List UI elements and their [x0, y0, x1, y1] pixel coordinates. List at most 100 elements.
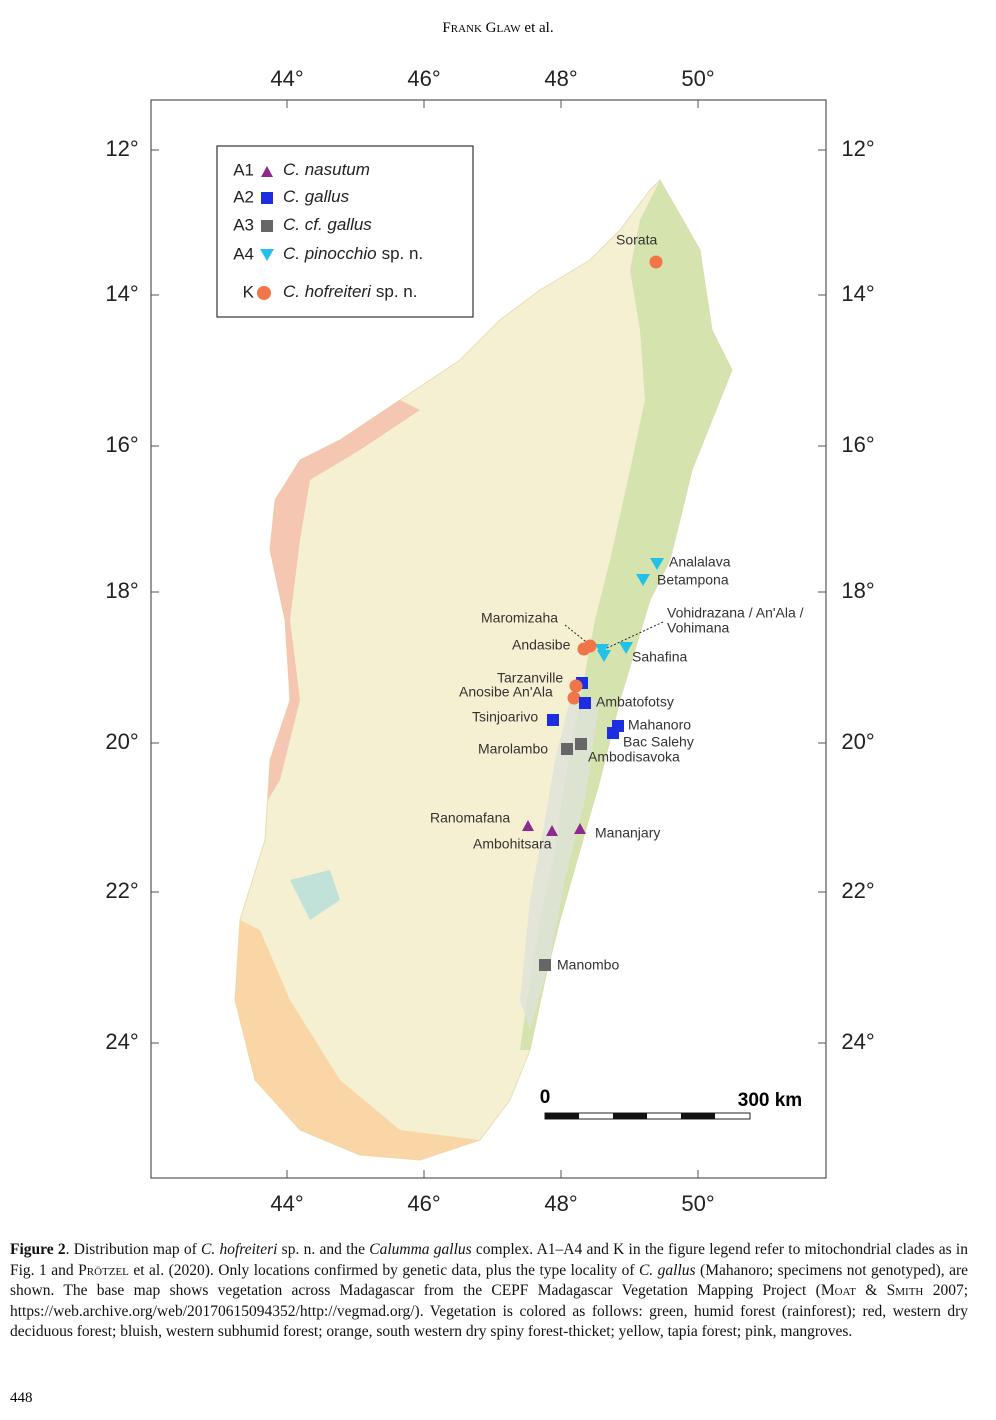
locality-label: Marolambo: [478, 741, 548, 757]
scale-bar-segment: [613, 1113, 647, 1119]
scale-start: 0: [540, 1087, 551, 1108]
legend-clade: A1: [233, 160, 254, 179]
legend-symbol: [260, 249, 274, 261]
lat-label: 18°: [105, 578, 138, 603]
lon-label: 48°: [544, 66, 577, 91]
lat-label: 22°: [841, 878, 874, 903]
locality-label: Manombo: [557, 957, 619, 973]
legend-species: C. hofreiteri: [283, 282, 372, 301]
subhumid-zone: [520, 700, 600, 1030]
locality-label: Tsinjoarivo: [472, 709, 538, 725]
legend-label: C. hofreiteri sp. n.: [283, 282, 417, 301]
locality-symbol: [597, 650, 611, 662]
caption-run: . Distribution map of: [65, 1241, 201, 1258]
locality-label: Ranomafana: [430, 810, 510, 826]
lon-label: 48°: [544, 1191, 577, 1216]
lon-label: 46°: [407, 1191, 440, 1216]
locality-symbol: [522, 820, 534, 831]
map-figure: 0 300 km 44° 44° 46° 46° 48° 48° 50° 50° 12° 12° 1…: [105, 66, 874, 1216]
scale-bar-segment: [681, 1113, 715, 1119]
locality-symbol: [579, 697, 591, 709]
caption-run: (Mahanoro; specimens not genotyped), are…: [10, 1261, 969, 1300]
locality-symbol: [577, 642, 591, 656]
locality-symbol: [569, 679, 583, 693]
locality-symbol: [546, 825, 558, 836]
locality-symbol: [649, 255, 663, 269]
locality-symbol: [547, 714, 559, 726]
legend-species: C. cf. gallus: [283, 215, 372, 234]
locality-label: Anosibe An'Ala: [459, 684, 553, 700]
legend-label: C. cf. gallus: [283, 215, 372, 234]
lat-label: 14°: [841, 281, 874, 306]
locality-label: Ambodisavoka: [588, 749, 680, 765]
locality-symbol: [619, 642, 633, 654]
locality-label: Mananjary: [595, 825, 660, 841]
legend-clade: K: [243, 282, 255, 301]
author-suffix: et al.: [520, 20, 554, 36]
locality-symbol: [650, 558, 664, 570]
caption-run: Calumma gallus: [369, 1241, 472, 1258]
locality-label: Mahanoro: [628, 717, 691, 733]
western-subhumid: [290, 870, 340, 920]
locality-label: Andasibe: [512, 637, 571, 653]
caption-run: et al. (2020). Only locations confirmed …: [128, 1261, 639, 1279]
scale-bar-segment: [545, 1113, 579, 1119]
spiny-forest: [235, 920, 480, 1160]
locality-label: Vohimana: [667, 620, 729, 636]
legend-species: C. gallus: [283, 187, 350, 206]
legend-suffix: sp. n.: [382, 244, 424, 263]
lat-label: 18°: [841, 578, 874, 603]
lon-label: 50°: [681, 1191, 714, 1216]
locality-symbol: [607, 727, 619, 739]
legend-symbol: [261, 220, 273, 232]
legend-symbol: [261, 192, 273, 204]
page-number: 448: [10, 1390, 33, 1406]
legend-label: C. gallus: [283, 187, 350, 206]
legend-label: C. nasutum: [283, 160, 370, 179]
locality-symbol: [567, 691, 581, 705]
caption-run: 2007; https://web.archive.org/web/201706…: [10, 1282, 968, 1340]
locality-symbol: [575, 738, 587, 750]
leader-line: [564, 624, 591, 646]
author: Frank Glaw: [442, 20, 521, 36]
locality-label: Bac Salehy: [623, 734, 694, 750]
locality-label: Vohidrazana / An'Ala /: [667, 605, 804, 621]
legend-label: C. pinocchio sp. n.: [283, 244, 423, 263]
locality-symbol: [539, 959, 551, 971]
locality-label: Analalava: [669, 554, 731, 570]
caption-run: complex. A1–A4 and K in the figure legen…: [10, 1241, 968, 1279]
running-header: Frank Glaw et al.: [0, 20, 996, 37]
locality-label: Betampona: [657, 572, 729, 588]
lat-label: 22°: [105, 878, 138, 903]
legend-symbol: [261, 166, 273, 177]
legend-clade: A4: [233, 244, 254, 263]
legend-clade: A3: [233, 215, 254, 234]
legend-suffix: sp. n.: [376, 282, 418, 301]
lon-label: 44°: [270, 66, 303, 91]
locality-label: Tarzanville: [497, 670, 563, 686]
lat-label: 16°: [105, 432, 138, 457]
locality-symbol: [561, 743, 573, 755]
locality-label: Sahafina: [632, 649, 687, 665]
scale-end: 300 km: [738, 1090, 802, 1111]
caption-run: C. hofreiteri: [201, 1241, 278, 1258]
legend-symbol: [257, 286, 271, 300]
dry-forest: [268, 400, 420, 800]
caption-run: sp. n. and the: [277, 1241, 370, 1258]
locality-symbol: [574, 823, 586, 834]
legend-species: C. nasutum: [283, 160, 370, 179]
locality-label: Sorata: [616, 232, 657, 248]
legend-species: C. pinocchio: [283, 244, 377, 263]
lon-label: 50°: [681, 66, 714, 91]
lon-label: 46°: [407, 66, 440, 91]
legend-clade: A2: [233, 187, 254, 206]
lat-label: 12°: [105, 136, 138, 161]
lat-label: 14°: [105, 281, 138, 306]
caption-run: Moat & Smith: [820, 1282, 924, 1299]
lat-label: 24°: [105, 1029, 138, 1054]
locality-label: Ambatofotsy: [596, 694, 674, 710]
lat-label: 12°: [841, 136, 874, 161]
figure-caption: Figure 2. Distribution map of C. hofreit…: [10, 1240, 968, 1343]
caption-run: Prötzel: [78, 1261, 129, 1279]
